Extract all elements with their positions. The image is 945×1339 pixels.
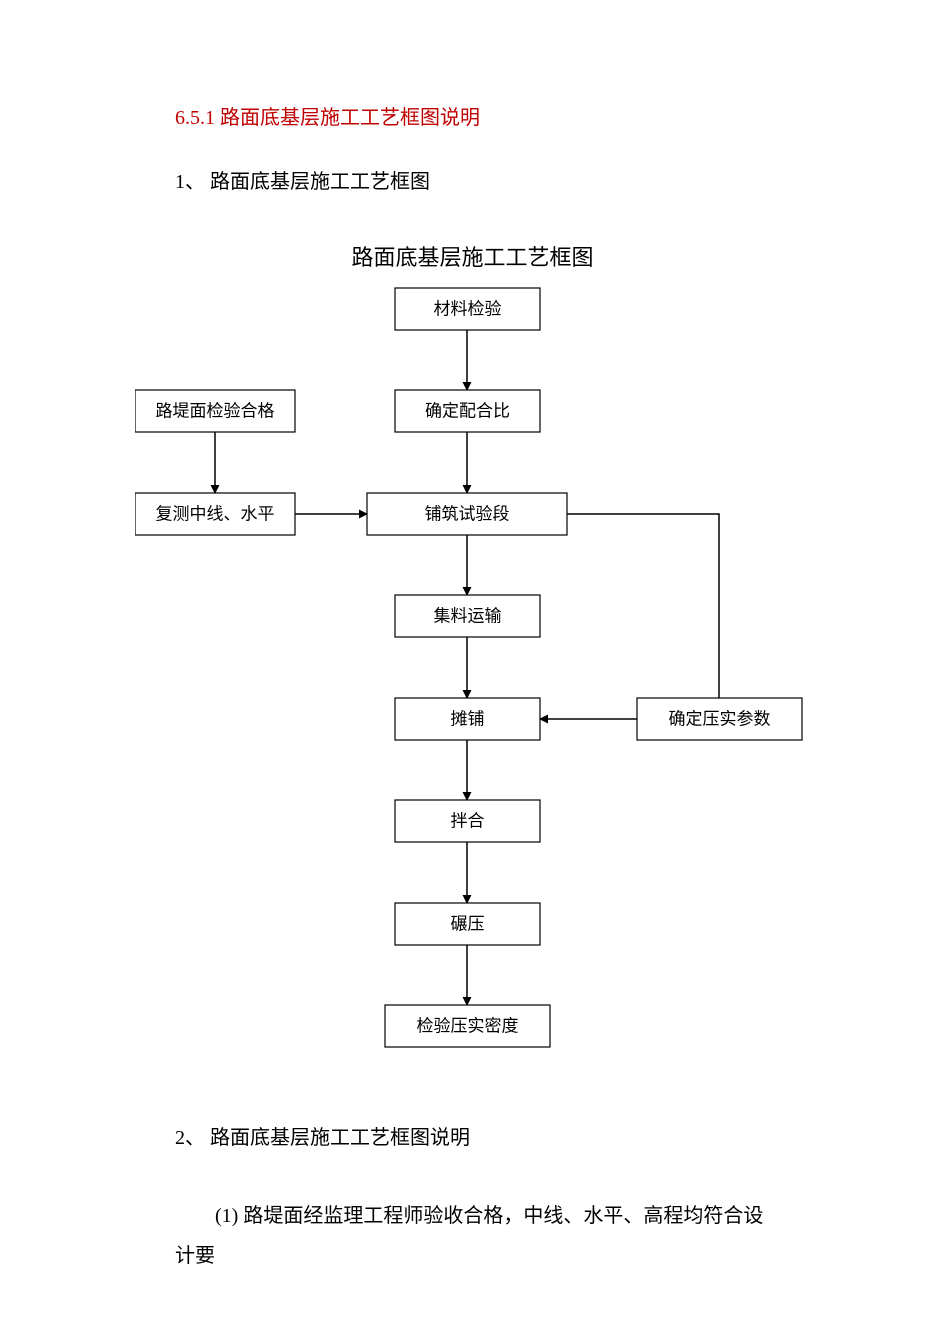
section-heading: 6.5.1 路面底基层施工工艺框图说明: [175, 100, 770, 136]
node-n3: 路堤面检验合格: [135, 390, 295, 432]
node-n10: 碾压: [395, 903, 540, 945]
node-label-n11: 检验压实密度: [417, 1017, 519, 1036]
edge-n5-n8: [567, 514, 719, 698]
node-n6: 集料运输: [395, 595, 540, 637]
node-label-n9: 拌合: [451, 812, 485, 831]
node-n8: 确定压实参数: [637, 698, 802, 740]
node-label-n8: 确定压实参数: [669, 710, 771, 729]
node-label-n5: 铺筑试验段: [425, 505, 510, 524]
flowchart-container: 路面底基层施工工艺框图 材料检验确定配合比 路堤面检验合格复测中线、水平 铺筑试验段…: [135, 240, 810, 1070]
node-label-n3: 路堤面检验合格: [156, 402, 275, 421]
paragraph-1: (1) 路堤面经监理工程师验收合格，中线、水平、高程均符合设计要: [175, 1196, 770, 1276]
section-number: 6.5.1: [175, 107, 215, 129]
node-n11: 检验压实密度: [385, 1005, 550, 1047]
node-n7: 摊铺: [395, 698, 540, 740]
node-n1: 材料检验: [395, 288, 540, 330]
node-n5: 铺筑试验段: [367, 493, 567, 535]
node-label-n6: 集料运输: [434, 607, 502, 626]
node-label-n4: 复测中线、水平: [156, 505, 275, 524]
node-label-n7: 摊铺: [451, 710, 485, 729]
node-label-n2: 确定配合比: [425, 402, 510, 421]
subheading-2: 2、 路面底基层施工工艺框图说明: [175, 1120, 770, 1156]
node-n9: 拌合: [395, 800, 540, 842]
flowchart-title: 路面底基层施工工艺框图: [135, 240, 810, 272]
section-title: 路面底基层施工工艺框图说明: [220, 107, 480, 129]
node-n4: 复测中线、水平: [135, 493, 295, 535]
flowchart-svg: 材料检验确定配合比 路堤面检验合格复测中线、水平 铺筑试验段集料运输摊铺 确定压实参数…: [135, 280, 815, 1070]
subheading-1: 1、 路面底基层施工工艺框图: [175, 164, 770, 200]
node-label-n10: 碾压: [451, 915, 485, 934]
document-page: 6.5.1 路面底基层施工工艺框图说明 1、 路面底基层施工工艺框图 路面底基层…: [0, 0, 945, 1336]
node-n2: 确定配合比: [395, 390, 540, 432]
node-label-n1: 材料检验: [434, 300, 502, 319]
